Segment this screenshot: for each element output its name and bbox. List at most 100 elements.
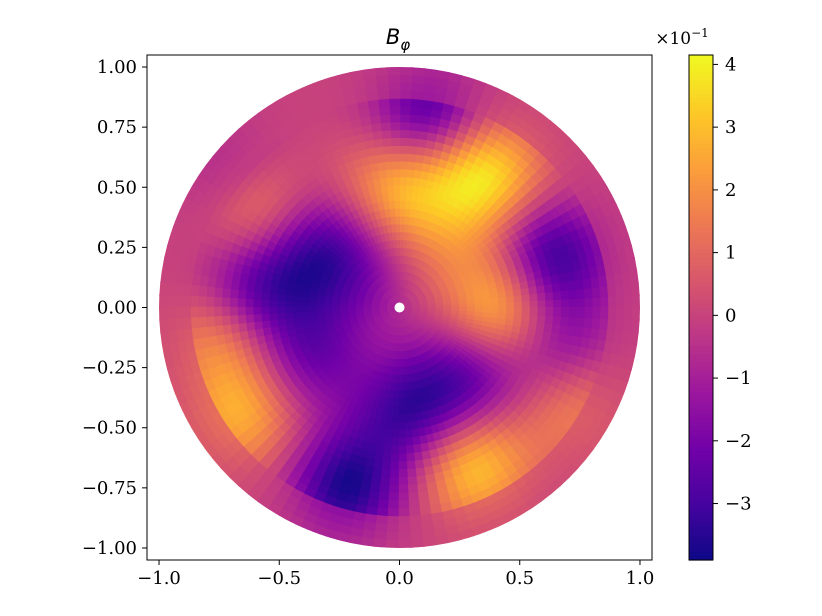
heatmap-cell — [385, 539, 401, 548]
heatmap-cell — [427, 307, 437, 310]
heatmap-cell — [631, 293, 640, 309]
colorbar-segment — [689, 80, 713, 86]
colorbar-segment — [689, 113, 713, 119]
heatmap-cell — [159, 293, 168, 309]
colorbar-segment — [689, 517, 713, 523]
colorbar-segment — [689, 530, 713, 536]
colorbar-segment — [689, 505, 713, 511]
heatmap-disk — [159, 67, 640, 548]
heatmap-cell — [395, 374, 400, 384]
colorbar-scale-exponent: −1 — [691, 26, 709, 40]
colorbar-segment — [689, 206, 713, 212]
colorbar-segment — [689, 269, 713, 275]
x-tick-label: 0.5 — [505, 568, 534, 589]
colorbar-segment — [689, 181, 713, 187]
colorbar-scale-label: ×10−1 — [655, 26, 709, 49]
colorbar-segment — [689, 122, 713, 128]
heatmap-cell — [466, 307, 476, 312]
heatmap-cell — [443, 307, 453, 311]
colorbar-segment — [689, 374, 713, 380]
heatmap-cell — [626, 342, 640, 359]
heatmap-cell — [399, 238, 404, 248]
colorbar-segment — [689, 433, 713, 439]
heatmap-cell — [159, 306, 168, 322]
heatmap-cell — [398, 67, 414, 76]
heatmap-cell — [307, 302, 317, 308]
y-tick-label: −0.50 — [82, 418, 137, 439]
colorbar-segment — [689, 278, 713, 283]
colorbar-segment — [689, 244, 713, 250]
heatmap-cell — [159, 256, 173, 273]
colorbar-segment — [689, 496, 713, 502]
colorbar-segment — [689, 467, 713, 473]
colorbar-segment — [689, 118, 713, 123]
colorbar-segment — [689, 84, 713, 90]
heatmap-cell — [410, 67, 426, 77]
y-tick-label: −1.00 — [82, 538, 137, 559]
colorbar-segment — [689, 248, 713, 254]
colorbar-segment — [689, 353, 713, 359]
colorbar-segment — [689, 454, 713, 460]
colorbar-segment — [689, 76, 713, 81]
heatmap-cell — [459, 307, 469, 312]
colorbar-segment — [689, 67, 713, 73]
colorbar-segment — [689, 509, 713, 515]
colorbar-segment — [689, 551, 713, 557]
heatmap-cell — [394, 390, 400, 400]
colorbar-segment — [689, 425, 713, 431]
colorbar-segment — [689, 252, 713, 258]
colorbar-segment — [689, 92, 713, 98]
heatmap-cell — [360, 536, 377, 548]
y-tick-label: −0.75 — [82, 478, 137, 499]
colorbar-segment — [689, 336, 713, 342]
chart-title-main: B — [386, 25, 400, 49]
heatmap-cell — [330, 303, 340, 308]
heatmap-cell — [385, 67, 401, 76]
colorbar-segment — [689, 185, 713, 191]
y-tick-label: 0.75 — [97, 117, 137, 138]
y-tick-label: 1.00 — [97, 57, 137, 78]
x-tick-label: −1.0 — [137, 568, 181, 589]
colorbar-tick-label: −3 — [725, 494, 752, 515]
colorbar-segment — [689, 341, 713, 346]
colorbar-tick-label: 4 — [725, 54, 736, 75]
colorbar-segment — [689, 214, 713, 220]
colorbar-segment — [689, 391, 713, 397]
heatmap-cell — [422, 67, 439, 79]
colorbar-segment — [689, 172, 713, 178]
colorbar-segment — [689, 257, 713, 262]
colorbar-segment — [689, 273, 713, 279]
colorbar-segment — [689, 177, 713, 182]
colorbar-tick-label: −2 — [725, 431, 752, 452]
colorbar-segment — [689, 101, 713, 107]
colorbar-segment — [689, 299, 713, 304]
colorbar-segment — [689, 156, 713, 161]
colorbar-tick-label: 2 — [725, 180, 736, 201]
heatmap-cell — [373, 538, 389, 548]
center-hole — [394, 302, 405, 313]
colorbar-segment — [689, 526, 713, 532]
colorbar-segment — [689, 395, 713, 401]
colorbar-segment — [689, 383, 713, 389]
heatmap-cell — [419, 307, 429, 310]
heatmap-cell — [323, 303, 333, 308]
heatmap-cell — [299, 301, 309, 309]
colorbar-segment — [689, 147, 713, 153]
y-tick-label: 0.25 — [97, 237, 137, 258]
colorbar-segment — [689, 286, 713, 292]
colorbar-segment — [689, 345, 713, 351]
heatmap-cell — [398, 539, 414, 548]
colorbar-segment — [689, 261, 713, 267]
y-tick-label: −0.25 — [82, 358, 137, 379]
colorbar-segment — [689, 501, 713, 506]
colorbar-tick-label: −1 — [725, 368, 752, 389]
x-tick-label: 0.0 — [385, 568, 414, 589]
colorbar-segment — [689, 387, 713, 393]
heatmap-cell — [435, 307, 445, 311]
colorbar-segment — [689, 358, 713, 363]
colorbar-scale-base: ×10 — [655, 29, 691, 49]
heatmap-cell — [474, 307, 484, 313]
colorbar-segment — [689, 307, 713, 313]
colorbar-segment — [689, 349, 713, 355]
heatmap-cell — [394, 382, 400, 392]
